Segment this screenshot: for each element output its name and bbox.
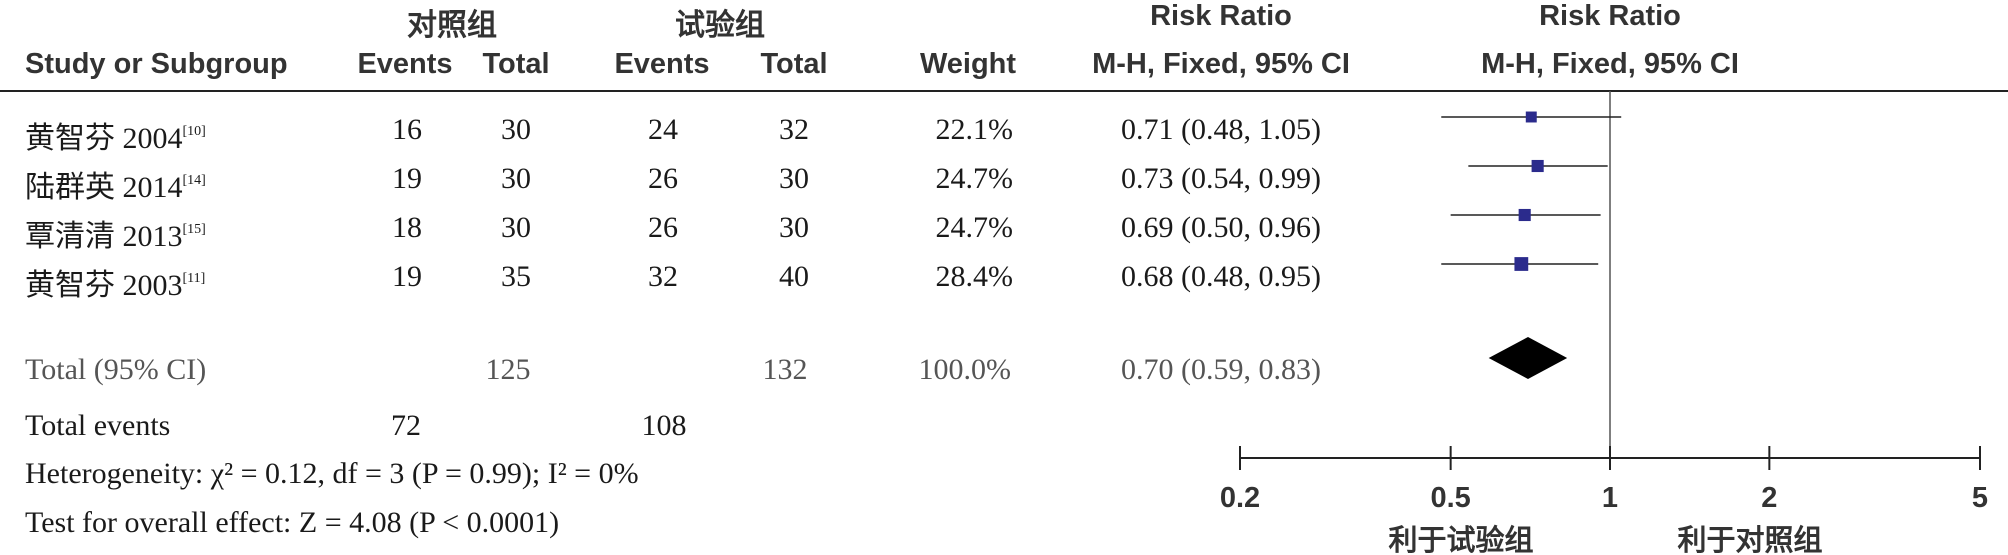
study-markers [1441, 111, 1622, 271]
col-study-header: Study or Subgroup [25, 48, 288, 80]
events-experimental: 24 [648, 113, 678, 146]
study-reference: [15] [182, 222, 206, 237]
col-weight-header: Weight [919, 48, 1017, 80]
col-total-experimental-header: Total [760, 48, 828, 80]
risk-ratio-ci: 0.69 (0.50, 0.96) [1121, 211, 1321, 244]
total-control: 30 [501, 211, 531, 244]
study-reference: [11] [182, 271, 206, 286]
study-point-estimate [1514, 257, 1529, 271]
col-events-experimental-header: Events [614, 48, 710, 80]
total-events-label: Total events [25, 409, 171, 442]
events-control: 18 [392, 211, 422, 244]
x-axis-tick-label: 0.2 [1220, 482, 1260, 514]
weight: 22.1% [935, 113, 1014, 146]
col-ci-header: M-H, Fixed, 95% CI [1092, 48, 1350, 80]
events-control: 16 [392, 113, 422, 146]
events-experimental: 32 [648, 260, 678, 293]
total-experimental: 32 [779, 113, 809, 146]
total-experimental: 40 [779, 260, 809, 293]
events-experimental: 26 [648, 211, 678, 244]
total-experimental: 30 [779, 162, 809, 195]
study-point-estimate [1525, 111, 1537, 123]
study-point-estimate [1518, 208, 1531, 222]
group-header-experimental: 试验组 [675, 9, 765, 42]
events-control: 19 [392, 162, 422, 195]
heterogeneity-text: Heterogeneity: χ² = 0.12, df = 3 (P = 0.… [25, 457, 639, 490]
total-experimental: 30 [779, 211, 809, 244]
total-risk-ratio-ci: 0.70 (0.59, 0.83) [1121, 353, 1321, 386]
pooled-estimate-diamond [1488, 337, 1568, 379]
events-control: 19 [392, 260, 422, 293]
study-reference: [14] [182, 173, 206, 188]
x-axis-tick-label: 1 [1602, 482, 1618, 514]
plot-ci-header: M-H, Fixed, 95% CI [1481, 48, 1739, 80]
x-axis-tick-label: 5 [1972, 482, 1988, 514]
overall-effect-text: Test for overall effect: Z = 4.08 (P < 0… [25, 506, 560, 539]
study-reference: [10] [182, 124, 206, 139]
header-rule [0, 90, 2008, 92]
weight: 28.4% [935, 260, 1014, 293]
col-total-control-header: Total [482, 48, 550, 80]
col-events-control-header: Events [357, 48, 453, 80]
total-experimental: 132 [762, 353, 808, 386]
study-name: 黄智芬 2004[10] [25, 122, 206, 155]
risk-ratio-ci: 0.68 (0.48, 0.95) [1121, 260, 1321, 293]
x-axis-tick-label: 0.5 [1430, 482, 1470, 514]
study-point-estimate [1531, 159, 1544, 173]
rr-title-table: Risk Ratio [1150, 0, 1292, 32]
weight: 24.7% [935, 211, 1014, 244]
risk-ratio-ci: 0.73 (0.54, 0.99) [1121, 162, 1321, 195]
study-name: 覃清清 2013[15] [25, 220, 206, 253]
total-control: 35 [501, 260, 531, 293]
total-control: 30 [501, 162, 531, 195]
total-label: Total (95% CI) [25, 353, 207, 386]
x-axis-ticks: 0.2 0.5 1 2 5 [1220, 446, 1988, 514]
weight: 24.7% [935, 162, 1014, 195]
favours-control-label: 利于对照组 [1677, 523, 1822, 555]
study-name: 陆群英 2014[14] [25, 171, 206, 204]
total-weight: 100.0% [918, 353, 1012, 386]
x-axis-tick-label: 2 [1761, 482, 1777, 514]
total-events-control: 72 [391, 409, 421, 442]
rr-title-plot: Risk Ratio [1539, 0, 1681, 32]
events-experimental: 26 [648, 162, 678, 195]
group-header-control: 对照组 [407, 9, 497, 42]
risk-ratio-ci: 0.71 (0.48, 1.05) [1121, 113, 1321, 146]
study-name: 黄智芬 2003[11] [25, 269, 206, 302]
total-events-experimental: 108 [641, 409, 687, 442]
total-control: 125 [485, 353, 531, 386]
favours-experimental-label: 利于试验组 [1388, 523, 1533, 555]
total-control: 30 [501, 113, 531, 146]
